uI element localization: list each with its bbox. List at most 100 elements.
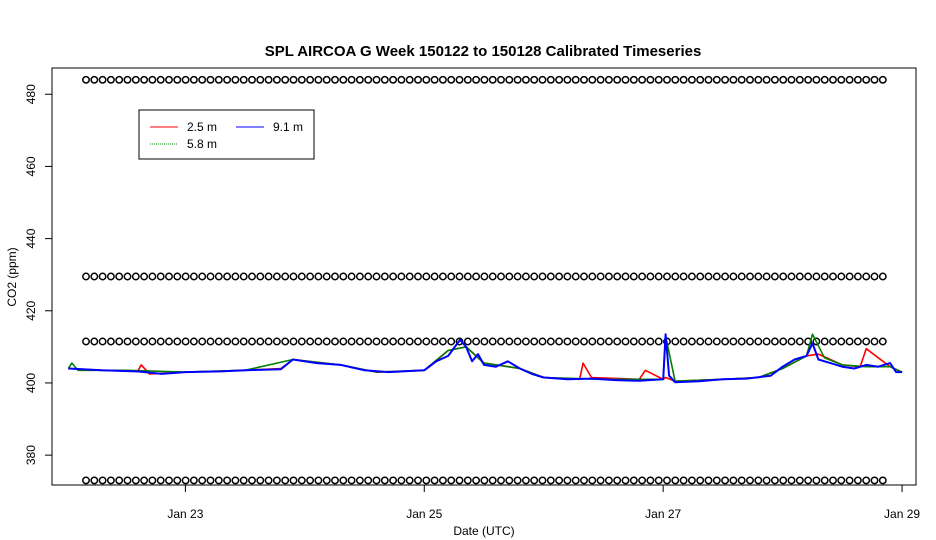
flag-marker (488, 476, 497, 485)
flag-marker (131, 337, 140, 346)
flag-marker (621, 337, 630, 346)
flag-marker (596, 272, 605, 281)
flag-marker (704, 476, 713, 485)
flag-marker (148, 75, 157, 84)
flag-marker (795, 476, 804, 485)
flag-marker (571, 476, 580, 485)
flag-marker (737, 337, 746, 346)
flag-marker (613, 75, 622, 84)
flag-marker (223, 337, 232, 346)
flag-marker (281, 476, 290, 485)
flag-marker (663, 75, 671, 84)
flag-marker (538, 75, 547, 84)
flag-marker (613, 476, 622, 485)
flag-marker (521, 272, 530, 281)
flag-marker (422, 476, 431, 485)
flag-marker (472, 476, 481, 485)
flag-marker (289, 337, 298, 346)
flag-marker (596, 337, 605, 346)
flag-marker (571, 337, 580, 346)
flag-marker (98, 476, 107, 485)
flag-marker (721, 272, 730, 281)
flag-marker (173, 476, 182, 485)
flag-marker (231, 75, 240, 84)
flag-marker (322, 476, 331, 485)
flag-marker (455, 75, 464, 84)
flag-marker (729, 75, 738, 84)
y-tick-label: 380 (24, 445, 38, 465)
flag-marker (397, 75, 406, 84)
flag-marker (654, 337, 663, 346)
flag-marker (646, 272, 655, 281)
flag-marker (820, 337, 829, 346)
flag-marker (779, 337, 788, 346)
flag-marker (306, 75, 315, 84)
flag-marker (505, 476, 514, 485)
flag-marker (497, 272, 505, 281)
flag-marker (281, 272, 290, 281)
flag-marker (355, 272, 364, 281)
flag-marker (414, 75, 422, 84)
x-tick-label: Jan 27 (645, 507, 681, 521)
flag-marker (364, 337, 373, 346)
flag-marker (123, 337, 132, 346)
flag-marker (397, 337, 406, 346)
flag-marker (580, 337, 588, 346)
flag-marker (696, 337, 705, 346)
x-axis: Jan 23 Jan 25 Jan 27 Jan 29 (167, 485, 920, 521)
flag-marker (837, 75, 846, 84)
flag-marker (438, 476, 447, 485)
flag-marker (430, 272, 439, 281)
flag-marker (438, 75, 447, 84)
flag-marker (497, 476, 505, 485)
flag-marker (165, 337, 173, 346)
flag-marker (347, 337, 356, 346)
flag-marker (712, 272, 721, 281)
flag-marker (256, 337, 265, 346)
flag-marker (123, 272, 132, 281)
flag-marker (663, 476, 671, 485)
flag-marker (754, 75, 763, 84)
flag-marker (331, 337, 339, 346)
flag-marker (480, 75, 489, 84)
flag-marker (646, 75, 655, 84)
flag-marker (463, 75, 472, 84)
flag-marker (355, 75, 364, 84)
flag-marker (256, 272, 265, 281)
flag-marker (746, 75, 754, 84)
flag-marker (737, 476, 746, 485)
flag-marker (463, 272, 472, 281)
flag-marker (671, 337, 680, 346)
flag-marker (853, 272, 862, 281)
flag-marker (829, 337, 837, 346)
flag-marker (621, 476, 630, 485)
flag-marker (364, 272, 373, 281)
flag-marker (264, 272, 273, 281)
flag-marker (737, 272, 746, 281)
flag-marker (696, 476, 705, 485)
flag-marker (521, 337, 530, 346)
flag-marker (712, 476, 721, 485)
flag-marker (613, 337, 622, 346)
x-tick-label: Jan 29 (884, 507, 920, 521)
chart-title: SPL AIRCOA G Week 150122 to 150128 Calib… (265, 43, 702, 60)
flag-marker (787, 272, 796, 281)
flag-marker (289, 272, 298, 281)
y-tick-label: 420 (24, 300, 38, 320)
series-line-5-8-m (67, 333, 903, 383)
flag-marker (596, 75, 605, 84)
flag-marker (862, 75, 871, 84)
flag-marker (289, 75, 298, 84)
flag-marker (679, 337, 688, 346)
flag-marker (737, 75, 746, 84)
flag-marker (613, 272, 622, 281)
flag-marker (248, 272, 256, 281)
flag-marker (223, 476, 232, 485)
flag-marker (480, 476, 489, 485)
flag-marker (115, 337, 124, 346)
flag-marker (679, 75, 688, 84)
flag-marker (521, 476, 530, 485)
flag-marker (563, 272, 572, 281)
x-tick-label: Jan 25 (406, 507, 442, 521)
flag-marker (762, 272, 771, 281)
